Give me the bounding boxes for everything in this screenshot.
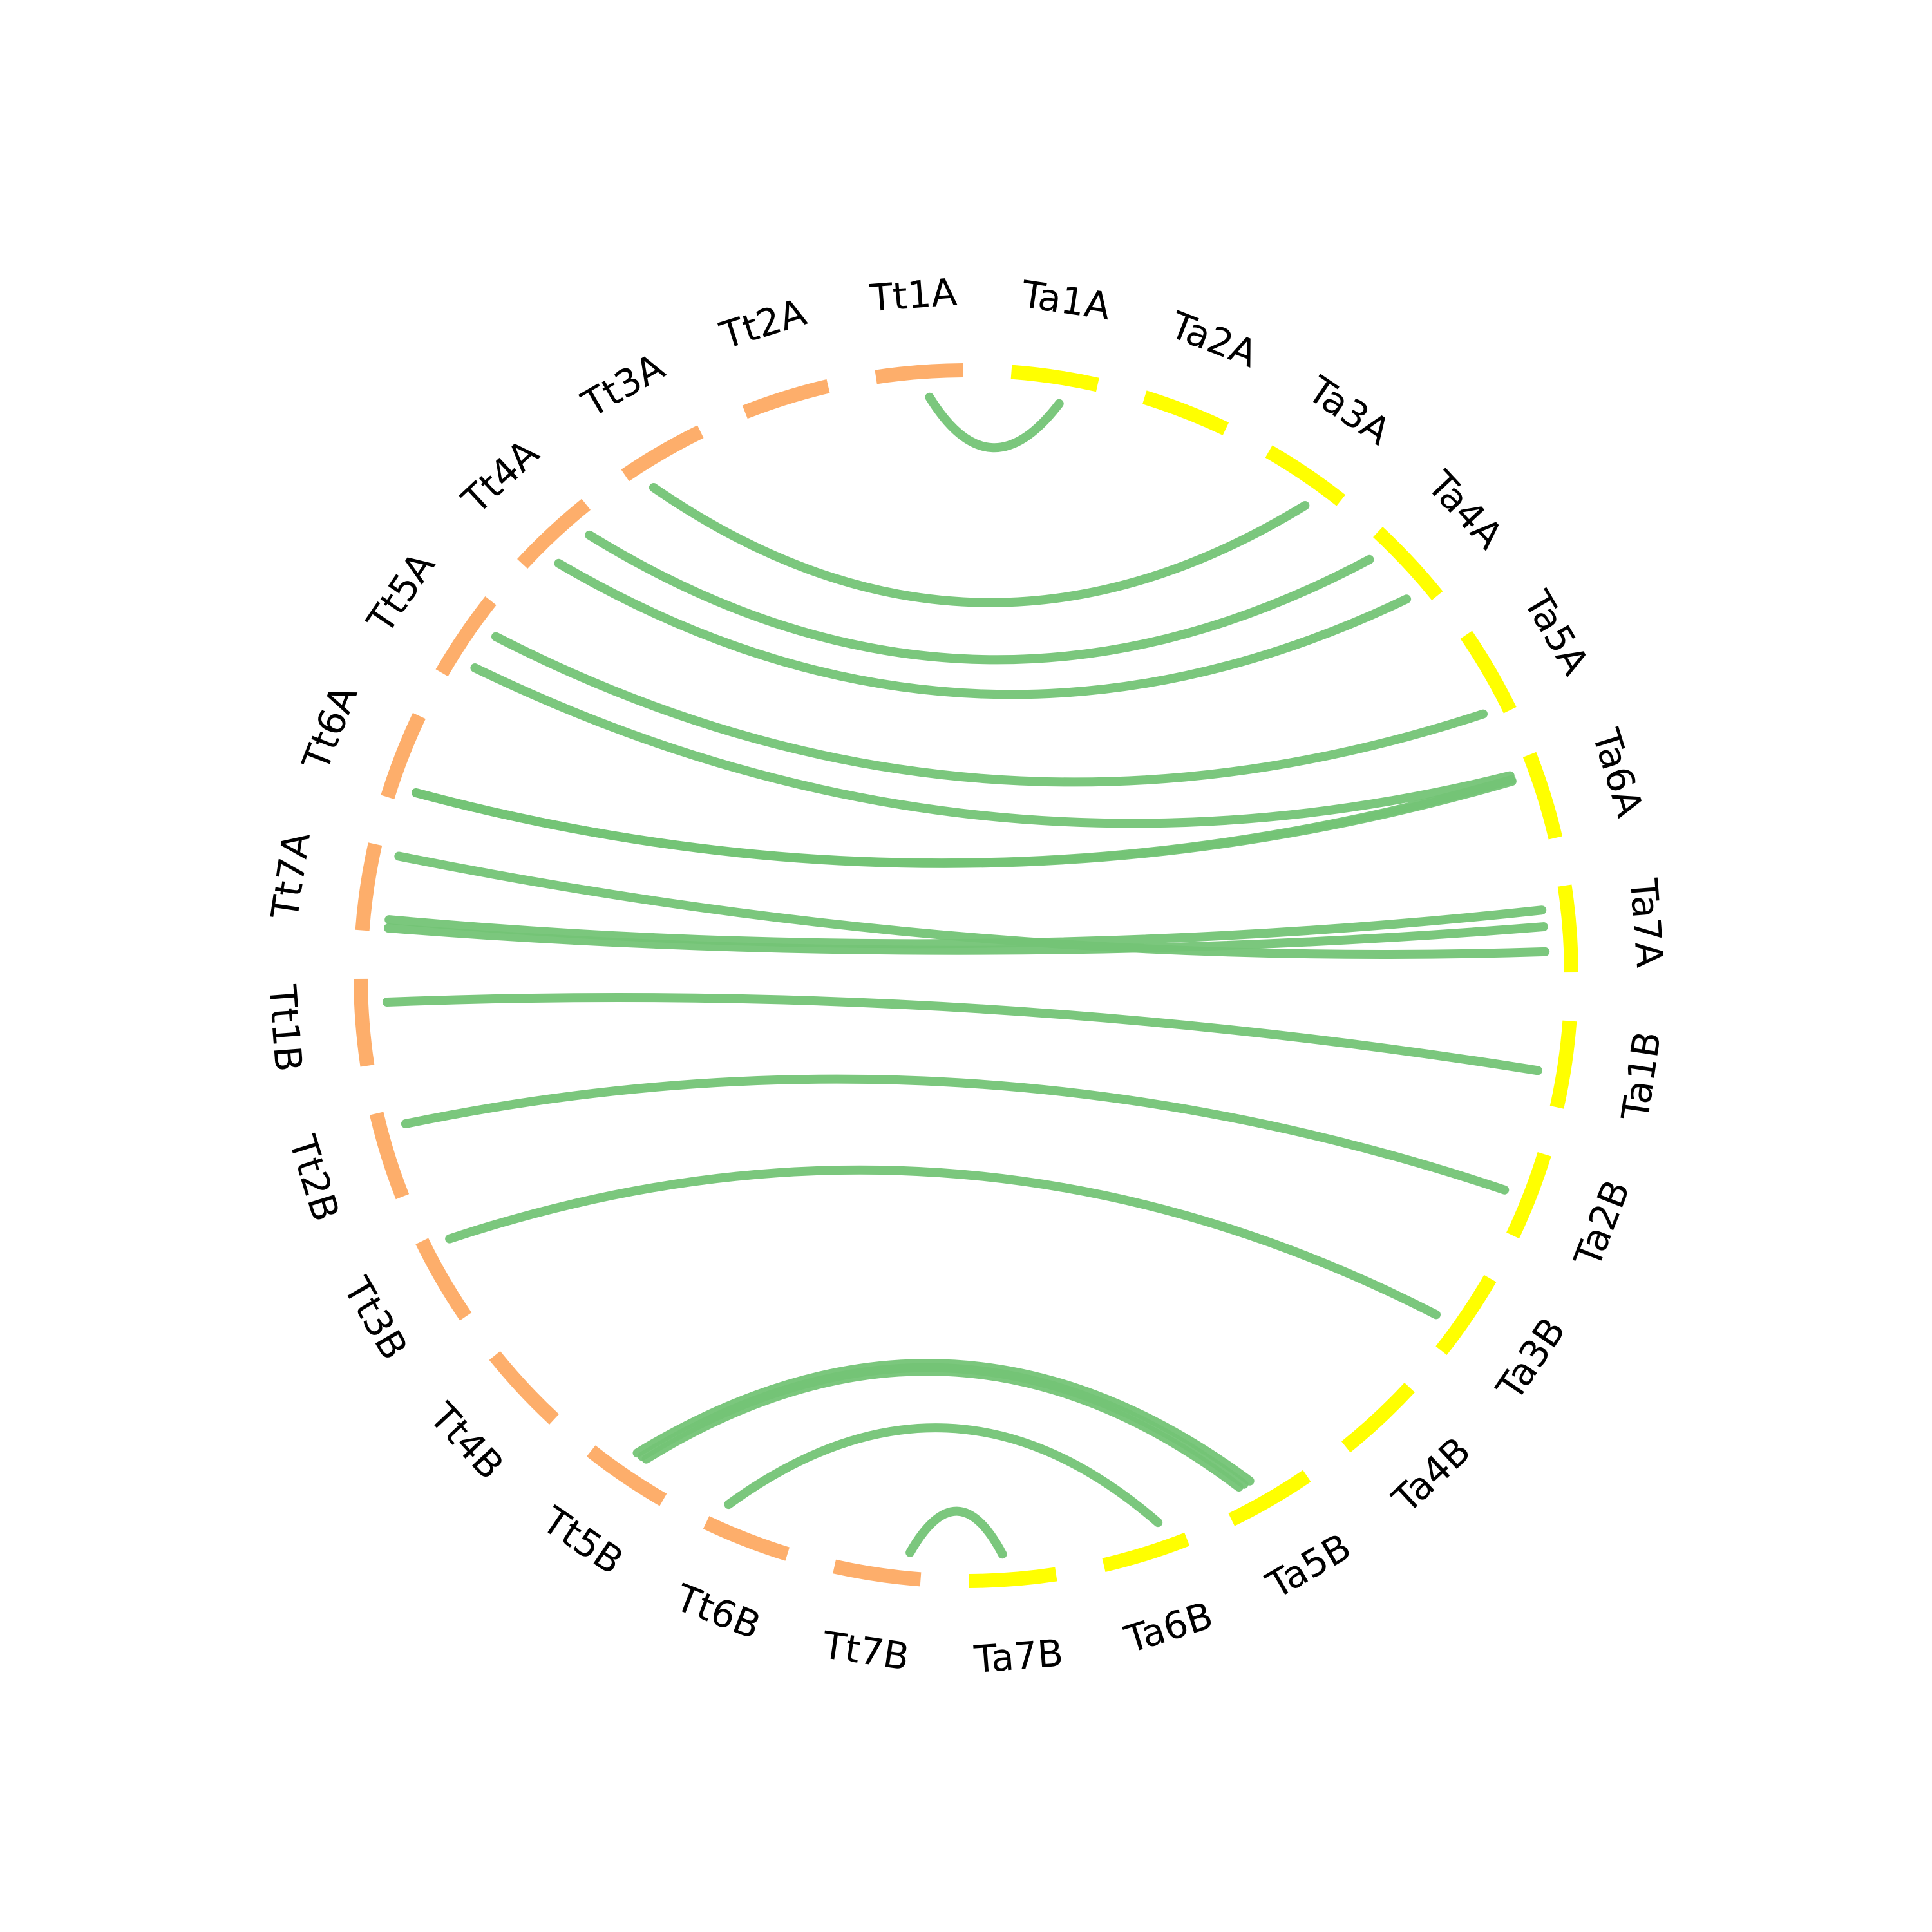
chromosome-label-ta7a: Ta7A [1622, 876, 1672, 969]
chromosome-label-tt1a: Tt1A [867, 270, 958, 320]
synteny-link-tt7a-ta7a-9 [384, 905, 1547, 949]
chromosome-segment-ta2a [1142, 390, 1229, 435]
chromosome-segment-tt6b [703, 1516, 790, 1561]
chromosome-label-tt5b: Tt5B [534, 1498, 631, 1584]
chromosome-label-ta3b: Ta3B [1488, 1310, 1574, 1408]
synteny-link-tt3a-ta3a-1 [649, 482, 1310, 607]
synteny-link-tt5b-ta5b-16 [641, 1367, 1244, 1492]
chromosome-label-tt1b: Tt1B [260, 983, 310, 1074]
chromosome-segment-ta2b [1506, 1152, 1551, 1239]
chromosome-label-tt6a: Tt6A [294, 679, 366, 777]
synteny-link-tt7a-ta7a-10 [384, 922, 1548, 955]
chromosome-segment-tt1b [354, 978, 375, 1067]
chromosome-label-tt5a: Tt5A [358, 544, 444, 641]
chromosome-label-tt4a: Tt4A [453, 431, 547, 523]
chromosome-segment-ta3b [1435, 1274, 1497, 1356]
chromosome-label-ta6b: Ta6B [1119, 1593, 1218, 1662]
chromosome-segment-ta5a [1460, 630, 1517, 714]
chromosome-label-tt4b: Tt4B [421, 1394, 512, 1488]
chromosome-label-ta6a: Ta6A [1584, 723, 1652, 822]
synteny-link-tt1a-ta1a-0 [925, 392, 1064, 453]
chromosome-segment-ta5b [1228, 1470, 1311, 1526]
chromosome-segment-ta6a [1522, 752, 1563, 840]
chromosome-segment-ta7a [1557, 884, 1578, 973]
chromosome-label-ta1b: Ta1B [1613, 1028, 1670, 1124]
synteny-link-tt6a-ta6a-7 [411, 777, 1517, 868]
synteny-link-tt4a-ta4a-3 [554, 558, 1412, 699]
chromosome-label-tt6b: Tt6B [669, 1575, 766, 1648]
chromosome-segment-tt7b [833, 1559, 922, 1587]
chromosome-label-ta2a: Ta2A [1164, 303, 1263, 376]
chromosome-label-tt2a: Tt2A [715, 290, 811, 357]
chromosome-label-ta1a: Ta1A [1018, 272, 1113, 329]
chromosome-label-tt3a: Tt3A [574, 345, 672, 426]
synteny-link-tt6b-ta6b-17 [724, 1423, 1163, 1528]
chromosome-segment-tt3a [621, 425, 704, 482]
chromosome-label-ta4a: Ta4A [1419, 462, 1512, 558]
chromosome-segment-tt6a [381, 712, 426, 799]
chromosome-segment-tt5a [435, 596, 497, 677]
chromosome-segment-ta3a [1265, 445, 1346, 506]
chromosome-label-ta7b: Ta7B [972, 1631, 1065, 1682]
chromosome-segment-ta6b [1102, 1532, 1190, 1573]
chromosome-label-tt7a: Tt7A [263, 829, 319, 923]
chromosome-label-tt7b: Tt7B [819, 1623, 912, 1679]
chromosome-segment-tt3b [415, 1238, 472, 1321]
chromosome-segment-tt7a [355, 842, 383, 931]
synteny-link-tt4a-ta4a-2 [585, 530, 1374, 665]
chromosome-label-tt2b: Tt2B [280, 1130, 348, 1227]
chromosome-segment-tt4b [489, 1351, 559, 1425]
chromosome-segment-ta4a [1373, 527, 1443, 600]
chromosome-ring [354, 363, 1578, 1588]
chromosome-label-ta4b: Ta4B [1384, 1428, 1479, 1522]
chromosome-segment-ta7b [969, 1567, 1057, 1588]
chromosome-segment-tt1a [875, 363, 963, 384]
chromosome-label-ta5a: Ta5A [1515, 583, 1598, 683]
chromosome-label-ta3a: Ta3A [1300, 367, 1398, 453]
chromosome-segment-tt5b [586, 1445, 667, 1506]
synteny-link-tt1b-ta1b-11 [382, 992, 1542, 1075]
chromosome-label-ta5b: Ta5B [1259, 1525, 1358, 1608]
chromosome-segment-tt4a [517, 498, 591, 569]
links-layer [382, 392, 1550, 1559]
synteny-link-tt7a-ta7a-8 [394, 851, 1550, 959]
chromosome-segment-ta1b [1549, 1020, 1577, 1109]
synteny-link-tt3b-ta3b-13 [445, 1165, 1441, 1320]
synteny-link-tt7b-ta7b-18 [905, 1506, 1007, 1559]
chromosome-label-ta2b: Ta2B [1566, 1174, 1639, 1273]
chromosome-segment-tt2b [369, 1112, 410, 1200]
chromosome-segment-ta4b [1341, 1383, 1415, 1453]
chromosome-label-tt3b: Tt3B [335, 1269, 417, 1367]
synteny-link-tt5b-ta5b-14 [632, 1359, 1255, 1486]
chromosome-segment-tt2a [742, 379, 830, 419]
chromosome-segment-ta1a [1010, 365, 1099, 392]
synteny-link-tt2b-ta2b-12 [401, 1074, 1510, 1195]
synteny-link-tt5a-ta6a-5 [470, 663, 1515, 828]
synteny-link-tt5a-ta5a-4 [491, 632, 1488, 787]
